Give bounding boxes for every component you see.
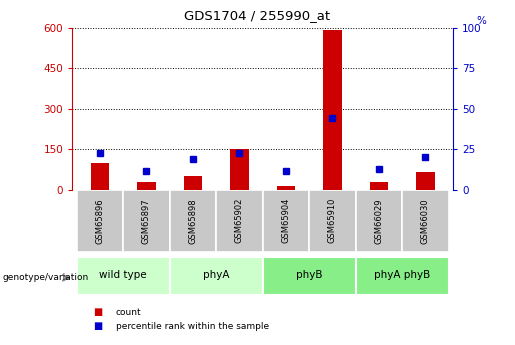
Bar	[77, 257, 170, 295]
Bar	[263, 257, 355, 295]
Text: GSM66030: GSM66030	[421, 198, 430, 244]
Bar	[416, 172, 435, 190]
Bar	[355, 190, 402, 252]
Text: ■: ■	[93, 307, 102, 317]
Bar	[309, 190, 355, 252]
Bar	[277, 186, 295, 190]
Bar	[230, 149, 249, 190]
Text: ■: ■	[93, 321, 102, 331]
Text: count: count	[116, 308, 142, 317]
Bar	[370, 181, 388, 190]
Bar	[91, 163, 109, 190]
Bar	[170, 190, 216, 252]
Text: GDS1704 / 255990_at: GDS1704 / 255990_at	[184, 9, 331, 22]
Text: GSM65910: GSM65910	[328, 198, 337, 244]
Bar	[184, 176, 202, 190]
Bar	[137, 181, 156, 190]
Text: GSM65896: GSM65896	[95, 198, 105, 244]
Text: phyA: phyA	[203, 270, 229, 280]
Text: GSM66029: GSM66029	[374, 198, 383, 244]
Bar	[216, 190, 263, 252]
Text: GSM65897: GSM65897	[142, 198, 151, 244]
Bar	[263, 190, 309, 252]
Bar	[123, 190, 170, 252]
Text: percentile rank within the sample: percentile rank within the sample	[116, 322, 269, 331]
Bar	[402, 190, 449, 252]
Bar	[77, 190, 123, 252]
Text: %: %	[476, 16, 486, 26]
Text: phyA phyB: phyA phyB	[374, 270, 430, 280]
Text: GSM65904: GSM65904	[281, 198, 290, 244]
Text: wild type: wild type	[99, 270, 147, 280]
Bar	[355, 257, 449, 295]
Text: GSM65902: GSM65902	[235, 198, 244, 244]
Text: genotype/variation: genotype/variation	[3, 273, 89, 282]
Bar	[170, 257, 263, 295]
Text: GSM65898: GSM65898	[188, 198, 197, 244]
Bar	[323, 30, 341, 190]
Text: phyB: phyB	[296, 270, 322, 280]
